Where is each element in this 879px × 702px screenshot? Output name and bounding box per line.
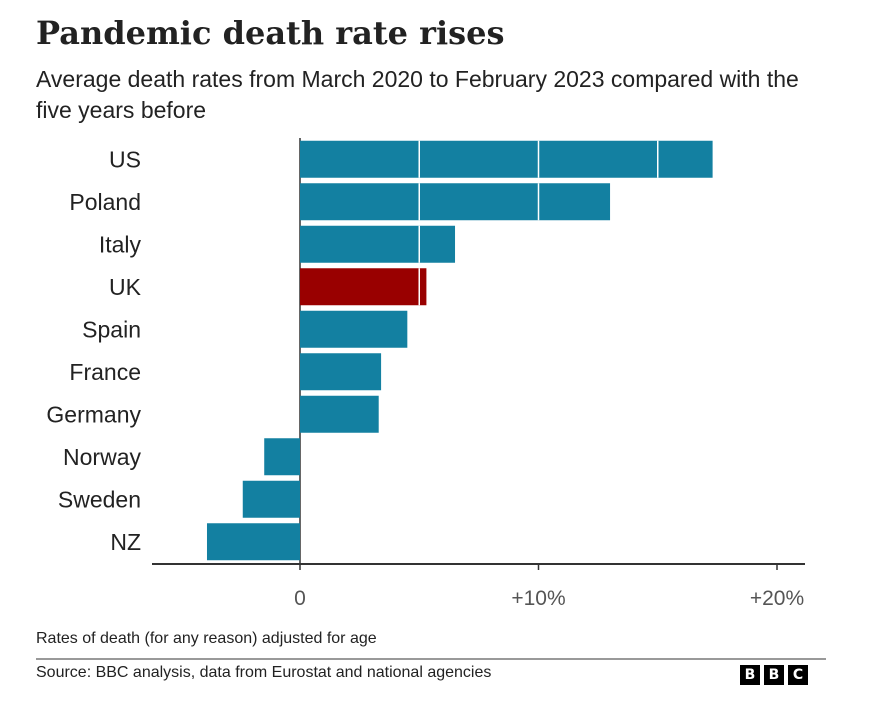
source-line: Source: BBC analysis, data from Eurostat… [36, 664, 492, 681]
logo-letter-2: B [764, 665, 784, 685]
chart-note: Rates of death (for any reason) adjusted… [36, 630, 377, 647]
category-label: Poland [69, 189, 141, 215]
x-tick-label: 0 [294, 587, 306, 610]
category-label: Germany [46, 401, 141, 427]
bar-spain [300, 310, 408, 348]
bar-chart: US Poland Italy UK Spain France Germany Norway S… [46, 138, 805, 610]
chart-title: Pandemic death rate rises [36, 14, 505, 52]
bar-italy [300, 225, 456, 263]
bbc-logo: B B C [740, 665, 808, 685]
category-label: Spain [82, 316, 141, 342]
bar-norway [264, 438, 300, 476]
x-tick-label: +20% [750, 587, 804, 610]
chart-subtitle: Average death rates from March 2020 to F… [36, 66, 799, 123]
bar-nz [206, 523, 300, 561]
bar-uk [300, 268, 427, 306]
footer-divider [36, 658, 826, 660]
logo-letter-1: B [740, 665, 760, 685]
bar-sweden [242, 480, 300, 518]
category-label: Norway [63, 444, 141, 470]
x-tick-label: +10% [511, 587, 565, 610]
logo-letter-3: C [788, 665, 808, 685]
bar-us [300, 140, 713, 178]
bar-france [300, 353, 382, 391]
category-label: France [69, 359, 141, 385]
category-label: Italy [99, 231, 142, 257]
bar-poland [300, 183, 611, 221]
category-label: UK [109, 274, 142, 300]
bar-germany [300, 395, 379, 433]
category-label: NZ [110, 529, 141, 555]
category-label: Sweden [58, 486, 141, 512]
category-label: US [109, 146, 141, 172]
